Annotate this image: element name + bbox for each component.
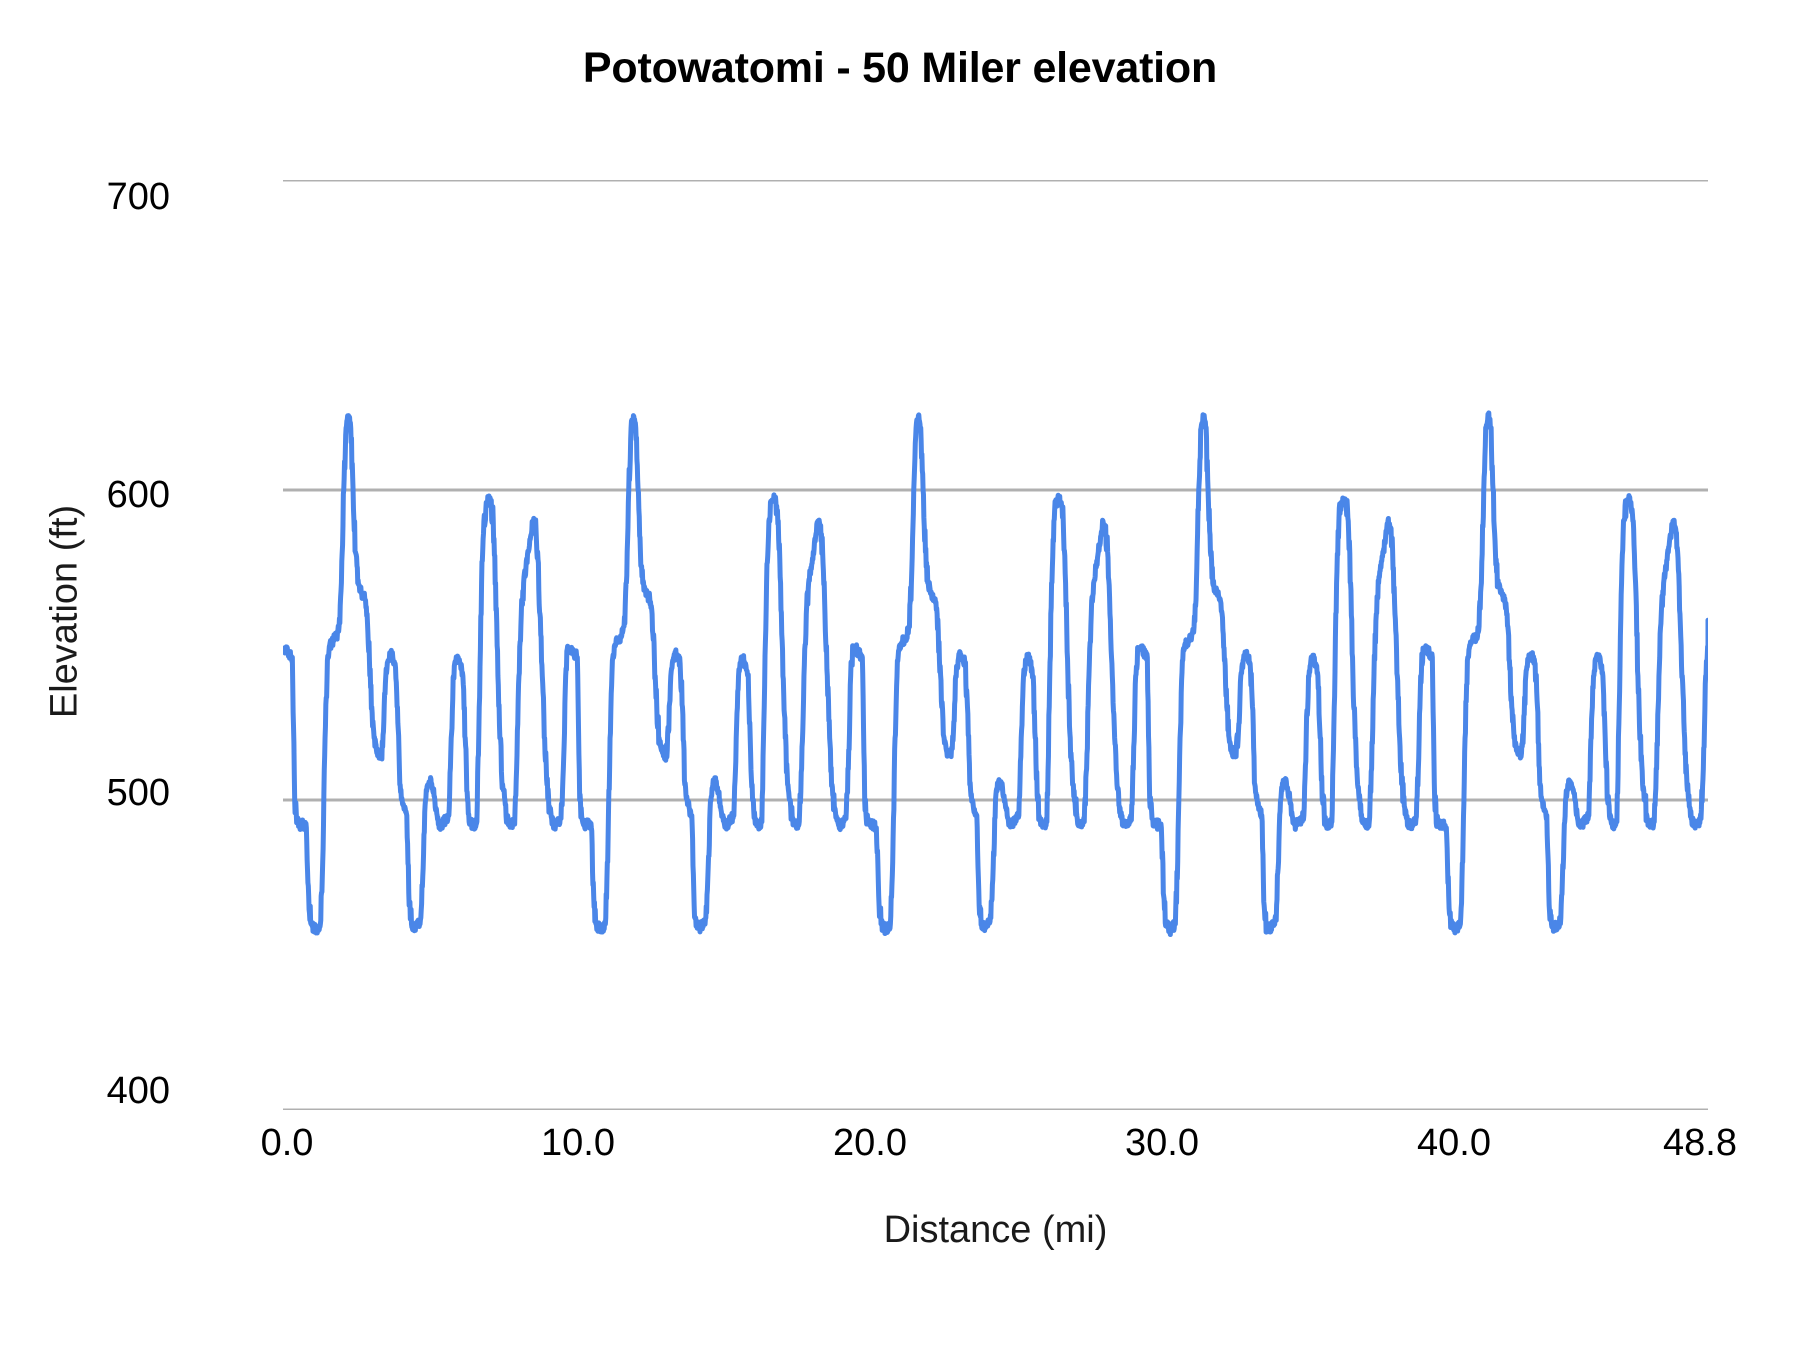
y-tick-label: 400	[106, 1070, 170, 1112]
y-tick-label: 600	[106, 474, 170, 516]
elevation-series-line	[283, 410, 1708, 938]
y-tick-label: 700	[106, 176, 170, 218]
x-tick-label: 48.8	[1663, 1122, 1737, 1164]
x-tick-label: 20.0	[833, 1122, 907, 1164]
chart-title: Potowatomi - 50 Miler elevation	[582, 44, 1218, 92]
y-axis-title: Elevation (ft)	[43, 504, 86, 719]
x-axis-title: Distance (mi)	[883, 1209, 1108, 1251]
x-tick-label: 0.0	[260, 1122, 314, 1164]
plot-area	[283, 180, 1708, 1110]
y-tick-label: 500	[106, 772, 170, 814]
x-tick-label: 10.0	[541, 1122, 615, 1164]
plot-svg	[283, 180, 1708, 1110]
x-tick-label: 40.0	[1417, 1122, 1491, 1164]
x-tick-label: 30.0	[1125, 1122, 1199, 1164]
